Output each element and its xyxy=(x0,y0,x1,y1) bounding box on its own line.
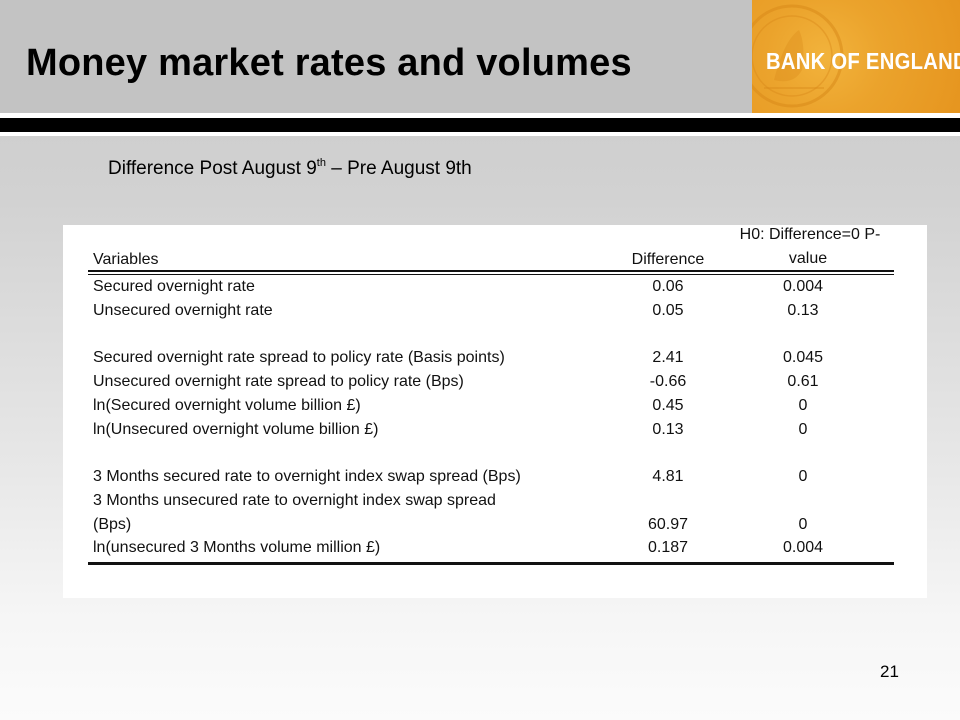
row-difference: 0.05 xyxy=(652,302,684,319)
row-difference: -0.66 xyxy=(649,373,687,390)
row-difference: 4.81 xyxy=(652,468,684,485)
table-row: Unsecured overnight rate 0.05 0.13 xyxy=(88,302,894,324)
row-pvalue: 0 xyxy=(798,516,808,533)
header-pvalue-line2: value xyxy=(788,250,828,267)
britannia-seal-icon xyxy=(752,4,844,108)
header-rule-thin xyxy=(88,274,894,275)
row-difference: 0.13 xyxy=(652,421,684,438)
row-label: ln(unsecured 3 Months volume million £) xyxy=(93,539,381,556)
row-pvalue: 0 xyxy=(798,468,808,485)
table-row: ln(Unsecured overnight volume billion £)… xyxy=(88,421,894,443)
row-label: Unsecured overnight rate xyxy=(93,302,273,319)
table-row: (Bps) 60.97 0 xyxy=(88,516,894,538)
row-label: Secured overnight rate xyxy=(93,278,255,295)
results-table: Variables Difference H0: Difference=0 P-… xyxy=(88,225,894,598)
row-label: 3 Months secured rate to overnight index… xyxy=(93,468,521,485)
bank-of-england-logo: BANK OF ENGLAND xyxy=(752,0,960,113)
table-bottom-rule xyxy=(88,562,894,565)
row-pvalue: 0 xyxy=(798,421,808,438)
slide-subtitle: Difference Post August 9th – Pre August … xyxy=(108,158,472,180)
header-variables: Variables xyxy=(93,251,159,268)
table-row: 3 Months unsecured rate to overnight ind… xyxy=(88,492,894,514)
divider-white-top xyxy=(0,113,960,118)
table-row: 3 Months secured rate to overnight index… xyxy=(88,468,894,490)
table-row: Secured overnight rate spread to policy … xyxy=(88,349,894,371)
row-difference: 0.06 xyxy=(652,278,684,295)
header-rule-thick xyxy=(88,270,894,272)
divider-black-band xyxy=(0,118,960,132)
table-row: Unsecured overnight rate spread to polic… xyxy=(88,373,894,395)
title-band: Money market rates and volumes xyxy=(0,0,752,113)
row-label: (Bps) xyxy=(93,516,132,533)
table-row: ln(Secured overnight volume billion £) 0… xyxy=(88,397,894,419)
row-difference: 0.45 xyxy=(652,397,684,414)
row-pvalue: 0 xyxy=(798,397,808,414)
row-pvalue: 0.004 xyxy=(782,539,824,556)
row-difference: 60.97 xyxy=(647,516,689,533)
divider-white-bottom xyxy=(0,132,960,136)
results-table-panel: Variables Difference H0: Difference=0 P-… xyxy=(63,225,927,598)
logo-text: BANK OF ENGLAND xyxy=(766,48,960,74)
page-number: 21 xyxy=(880,662,899,681)
subtitle-rest: – Pre August 9th xyxy=(325,158,472,179)
row-label: Secured overnight rate spread to policy … xyxy=(93,349,505,366)
row-difference: 2.41 xyxy=(652,349,684,366)
header-pvalue-line1: H0: Difference=0 P- xyxy=(739,226,881,243)
row-label: 3 Months unsecured rate to overnight ind… xyxy=(93,492,496,509)
table-row: ln(unsecured 3 Months volume million £) … xyxy=(88,539,894,561)
row-difference: 0.187 xyxy=(647,539,689,556)
slide-title: Money market rates and volumes xyxy=(26,42,632,84)
row-pvalue: 0.004 xyxy=(782,278,824,295)
header-difference: Difference xyxy=(631,251,705,268)
row-pvalue: 0.13 xyxy=(787,302,819,319)
row-label: ln(Unsecured overnight volume billion £) xyxy=(93,421,379,438)
row-label: ln(Secured overnight volume billion £) xyxy=(93,397,361,414)
subtitle-superscript: th xyxy=(316,157,326,169)
row-label: Unsecured overnight rate spread to polic… xyxy=(93,373,464,390)
subtitle-main: Difference Post August 9 xyxy=(108,158,317,179)
row-pvalue: 0.61 xyxy=(787,373,819,390)
table-row: Secured overnight rate 0.06 0.004 xyxy=(88,278,894,300)
row-pvalue: 0.045 xyxy=(782,349,824,366)
